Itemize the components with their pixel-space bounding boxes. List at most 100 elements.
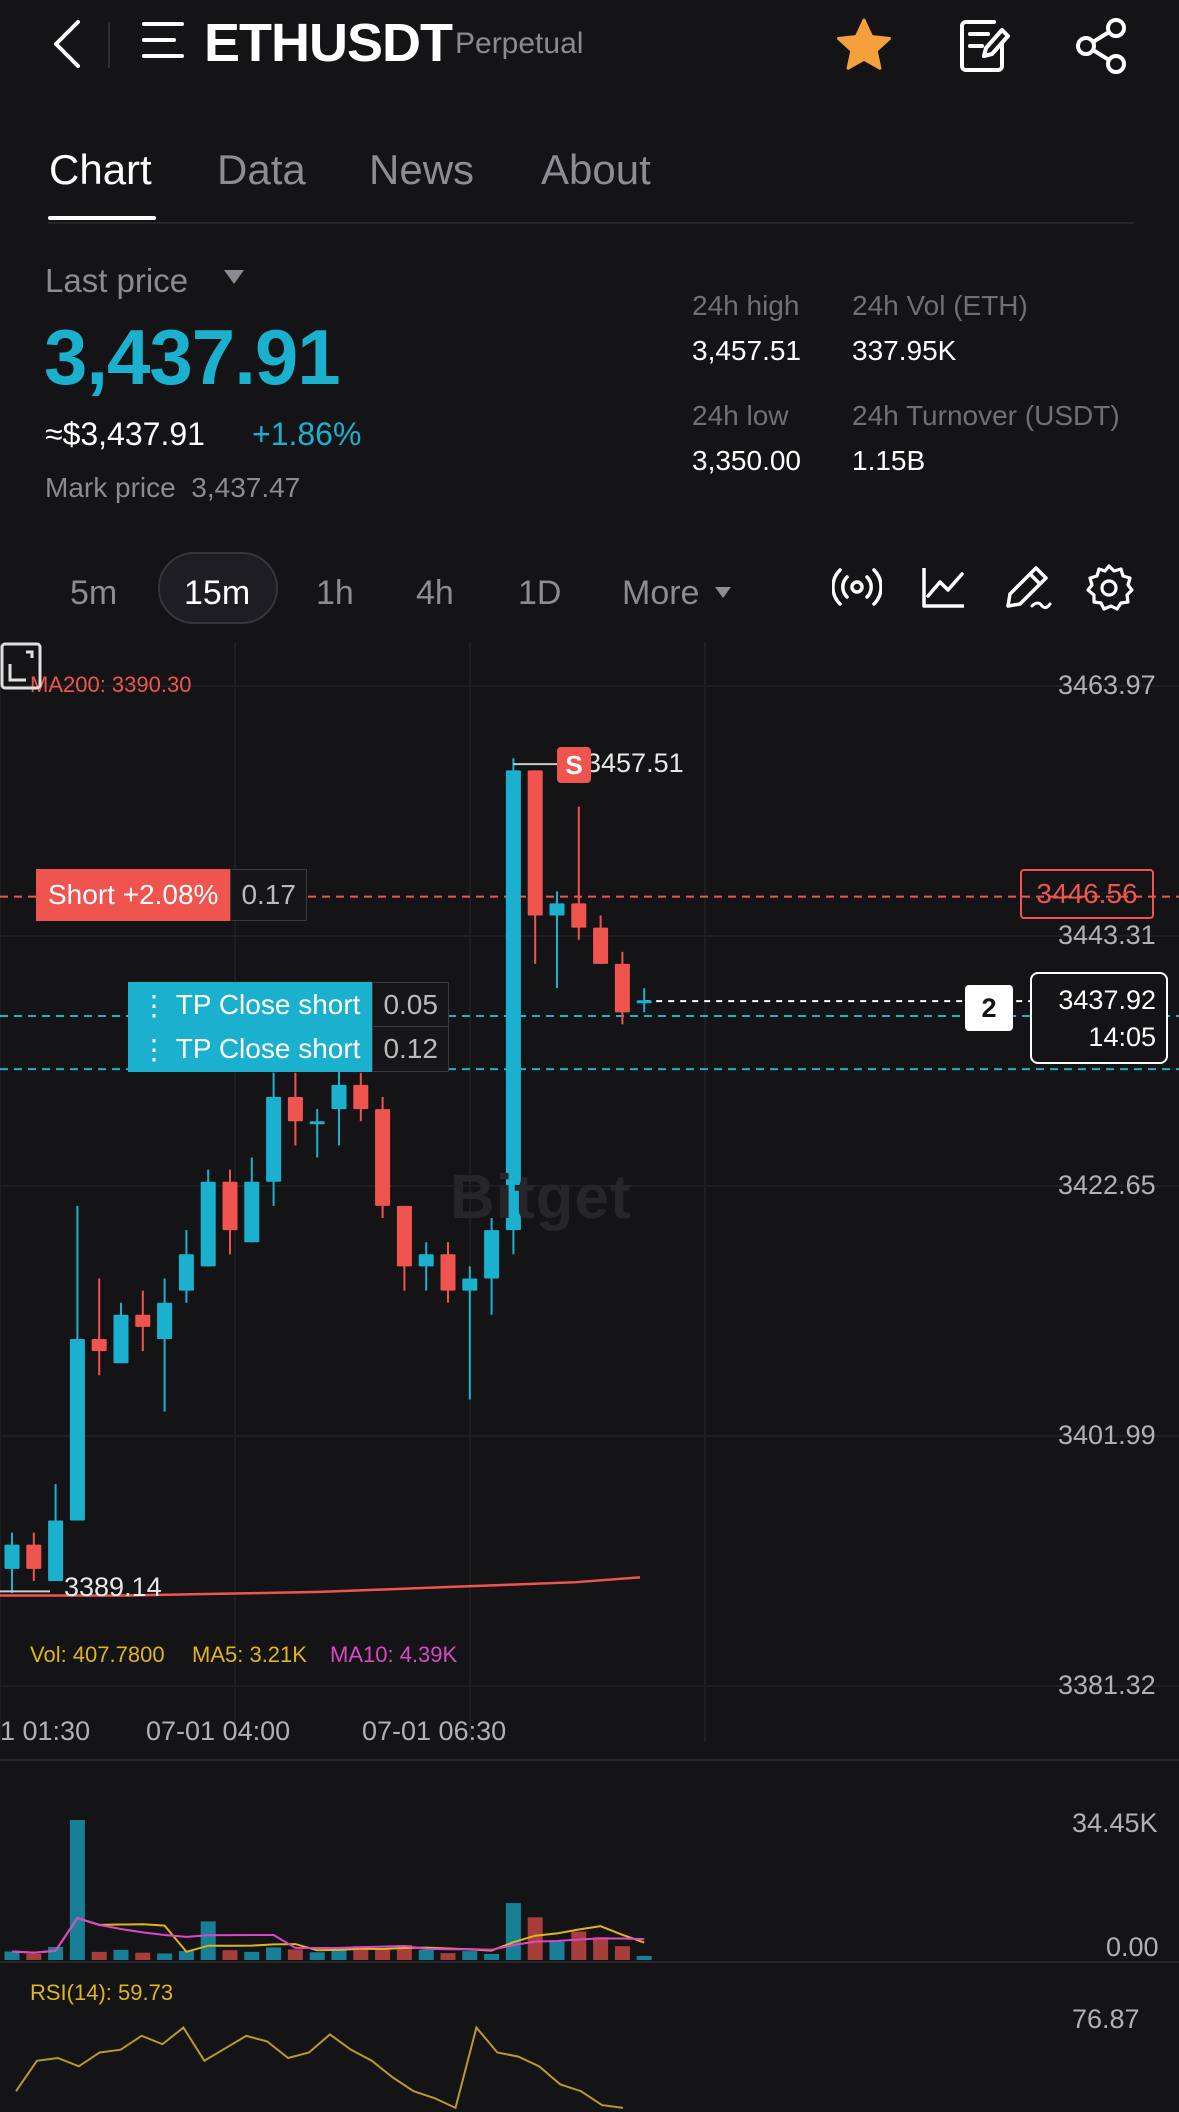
tab-underline [48,216,156,220]
tab-about[interactable]: About [541,146,651,193]
volume-bar [549,1941,565,1960]
draw-icon[interactable] [1002,562,1052,612]
y-tick: 3381.32 [1058,1670,1156,1700]
timeframe-5m[interactable]: 5m [70,574,118,612]
candle [135,1314,151,1327]
rsi-legend: RSI(14): 59.73 [30,1980,174,2005]
tp-order-1-text: TP Close short [175,989,361,1020]
candle [331,1084,347,1110]
share-icon[interactable] [1074,16,1130,76]
high-value: 3,457.51 [692,335,801,366]
price-chart[interactable]: MA200: 3390.30 3463.97 3443.31 3422.65 3… [0,642,1179,2112]
candle [4,1544,20,1569]
back-icon[interactable] [48,16,88,72]
broadcast-icon[interactable] [832,562,882,612]
candle [636,1000,652,1004]
timeframe-15m[interactable]: 15m [158,552,278,624]
mark-price-value: 3,437.47 [191,472,301,503]
y-tick: 3401.99 [1058,1420,1156,1450]
chart-canvas[interactable] [0,642,1179,2112]
y-tick: 3443.31 [1058,920,1156,950]
last-price: 3,437.91 [44,313,341,401]
order-count-badge[interactable]: 2 [965,985,1013,1031]
short-position-qty: 0.17 [230,869,307,921]
sell-marker[interactable]: S [557,747,591,783]
timeframe-4h[interactable]: 4h [416,574,454,612]
turnover-value: 1.15B [852,445,926,476]
usd-price: ≈$3,437.91 [45,416,205,452]
volume-bar [48,1946,64,1960]
candle [48,1520,64,1581]
high-label: 24h high [692,290,800,321]
volume-bar [91,1951,107,1960]
timeframe-more[interactable]: More [622,574,700,612]
caret-down-icon[interactable] [222,268,246,286]
short-price-box: 3446.56 [1020,869,1154,919]
pair-title[interactable]: ETHUSDT [204,13,453,73]
candle-countdown: 14:05 [1088,1022,1156,1052]
vol-max-tick: 34.45K [1072,1808,1158,1838]
candle [26,1544,42,1569]
contract-type: Perpetual [455,27,584,60]
short-position-tag[interactable]: Short +2.08% 0.17 [36,869,307,921]
tab-data[interactable]: Data [217,146,306,193]
x-tick: 1 01:30 [0,1716,91,1746]
candle [69,1338,85,1521]
tab-chart[interactable]: Chart [49,146,152,193]
ma200-line [0,1576,641,1597]
candle [157,1302,173,1339]
volume-bar [505,1903,521,1960]
candle [200,1181,216,1267]
more-caret-icon[interactable] [714,586,732,600]
ma5-legend: MA5: 3.21K [192,1642,307,1667]
mark-price: Mark price 3,437.47 [45,472,300,504]
mark-price-label: Mark price [45,472,176,503]
expand-icon[interactable] [0,642,42,690]
ma10-legend: MA10: 4.39K [330,1642,458,1667]
current-price-box: 3437.92 14:05 [1030,972,1168,1064]
timeframe-15m-label: 15m [184,574,251,612]
tp-order-1-label: ⋮ TP Close short [128,982,373,1028]
candle [527,770,543,916]
candle [113,1314,129,1364]
tp-order-2-qty: 0.12 [372,1026,449,1072]
candle [375,1109,391,1206]
header-divider [108,22,110,68]
rsi-line [15,2025,624,2110]
candle [91,1338,107,1352]
timeframe-1d[interactable]: 1D [518,574,562,612]
settings-icon[interactable] [1084,562,1134,612]
vol-zero-tick: 0.00 [1106,1932,1159,1962]
volume-bar [200,1921,216,1960]
candle [222,1181,238,1231]
volume-bar [418,1949,434,1960]
tp-order-2[interactable]: ⋮ TP Close short 0.12 [128,1026,449,1072]
candle [440,1254,456,1291]
turnover-label: 24h Turnover (USDT) [852,400,1120,431]
candle [178,1254,194,1291]
price-change: +1.86% [252,416,362,452]
volume-bar [26,1953,42,1960]
note-icon[interactable] [958,18,1010,74]
volume-bar [4,1951,20,1960]
high-marker-label: 3457.51 [586,748,684,778]
watermark: Bitget [450,1163,632,1232]
star-icon[interactable] [834,16,894,76]
volume-bar [440,1953,456,1960]
last-price-label[interactable]: Last price [45,262,189,299]
volume-bar [157,1953,173,1960]
low-marker-label: 3389.14 [64,1572,162,1602]
candle [505,770,521,1231]
indicator-icon[interactable] [918,562,968,612]
volume-bar [309,1952,325,1960]
vol-value: 337.95K [852,335,957,366]
candle [396,1205,412,1267]
menu-icon[interactable] [140,18,186,64]
candle [309,1121,325,1125]
volume-bar [484,1953,500,1960]
tp-order-1[interactable]: ⋮ TP Close short 0.05 [128,982,449,1028]
tab-news[interactable]: News [369,146,475,193]
volume-bar [244,1951,260,1960]
current-price: 3437.92 [1058,985,1156,1015]
timeframe-1h[interactable]: 1h [316,574,354,612]
